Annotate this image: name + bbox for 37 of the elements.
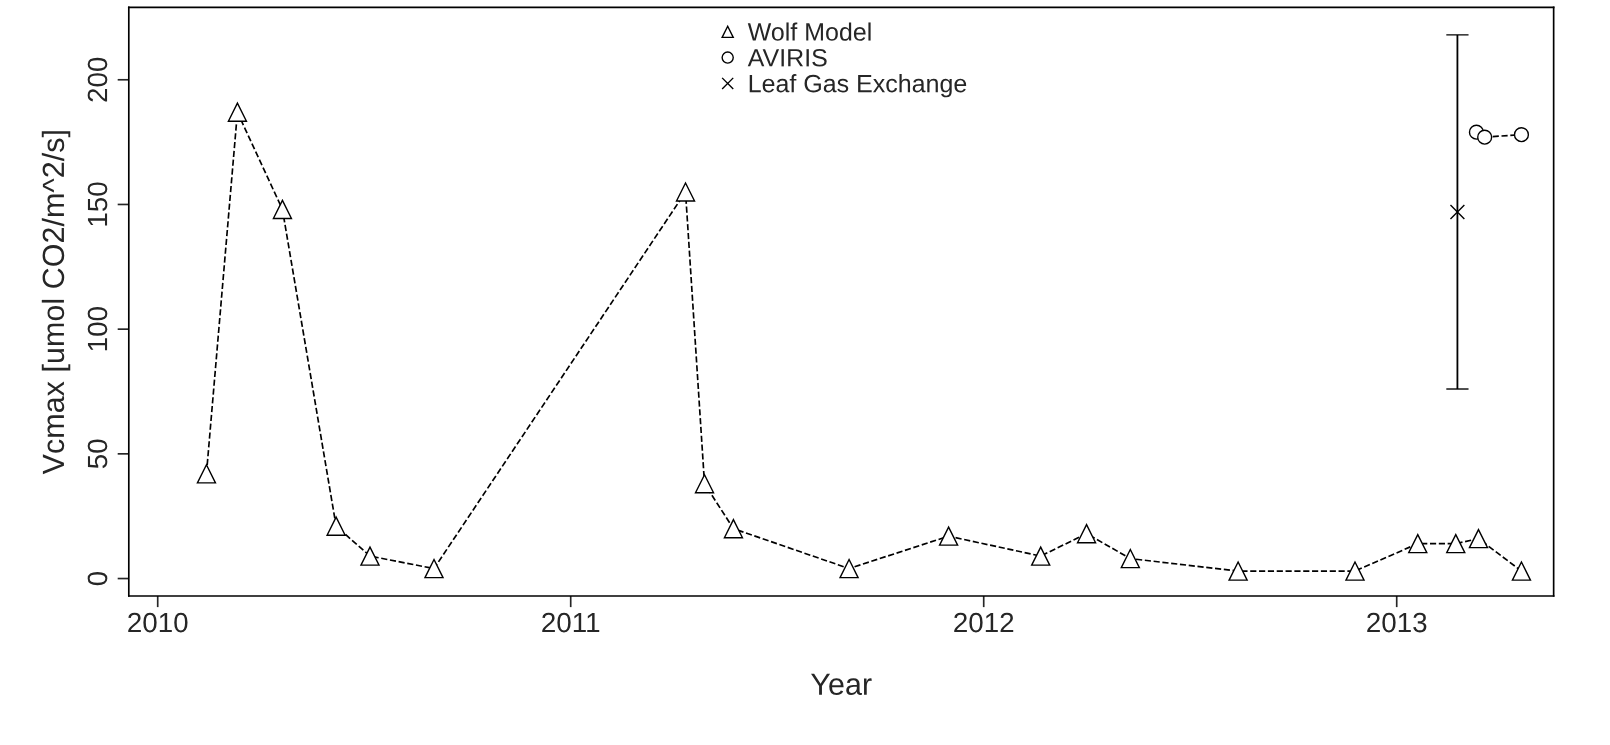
legend-label: Leaf Gas Exchange bbox=[749, 74, 967, 98]
legend-label: Wolf Model bbox=[747, 22, 871, 41]
point bbox=[360, 546, 380, 566]
point bbox=[1408, 533, 1428, 554]
point bbox=[1120, 548, 1141, 569]
point bbox=[1477, 129, 1493, 145]
point bbox=[1449, 204, 1466, 220]
x-axis-title: Year bbox=[811, 673, 872, 696]
y-tick-label: 0 bbox=[87, 571, 108, 586]
point bbox=[1228, 561, 1248, 581]
point bbox=[839, 558, 859, 579]
point bbox=[1511, 561, 1532, 581]
y-tick-label: 200 bbox=[87, 57, 108, 102]
point bbox=[675, 182, 696, 202]
point bbox=[1345, 561, 1365, 581]
point bbox=[227, 102, 248, 122]
y-axis-title: Vcmax [umol CO2/m^2/s] bbox=[41, 131, 71, 475]
x-tick-label: 2013 bbox=[1367, 612, 1427, 633]
point bbox=[196, 464, 217, 484]
point bbox=[1030, 546, 1051, 566]
point bbox=[1468, 528, 1489, 549]
point bbox=[1076, 523, 1097, 544]
y-tick-label: 50 bbox=[87, 439, 108, 469]
point bbox=[1446, 533, 1466, 554]
legend-label: AVIRIS bbox=[747, 48, 827, 67]
point bbox=[723, 518, 744, 539]
point bbox=[938, 526, 959, 546]
x-tick-label: 2010 bbox=[128, 612, 188, 633]
point bbox=[326, 516, 346, 536]
x-tick-label: 2012 bbox=[954, 612, 1014, 633]
y-tick-label: 150 bbox=[87, 182, 108, 226]
point bbox=[424, 558, 444, 579]
x-tick-label: 2011 bbox=[542, 612, 600, 633]
point bbox=[272, 199, 293, 220]
y-tick-label: 100 bbox=[87, 307, 108, 351]
point bbox=[1513, 126, 1530, 143]
point bbox=[694, 474, 715, 494]
